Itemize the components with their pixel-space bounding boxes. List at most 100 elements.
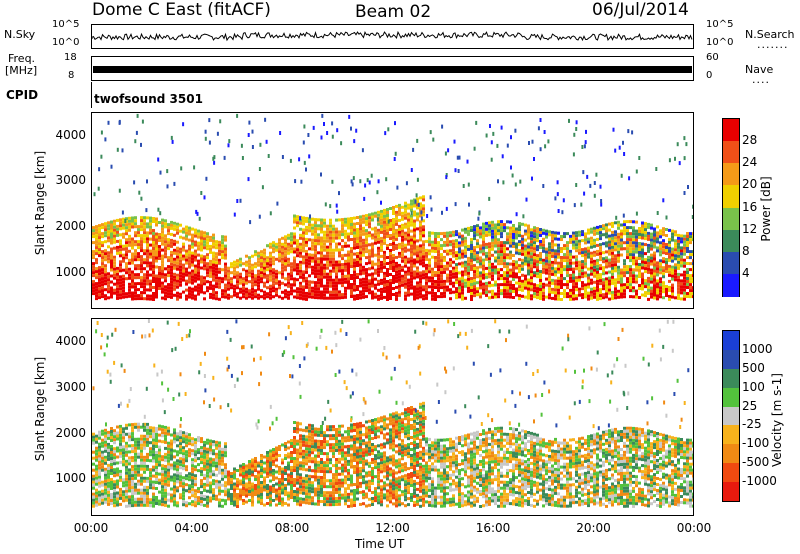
heatmap-cell [203, 234, 206, 238]
heatmap-cell [545, 232, 548, 236]
heatmap-cell [407, 224, 410, 228]
heatmap-cell [518, 249, 521, 253]
heatmap-cell [143, 422, 146, 426]
heatmap-cell [167, 453, 170, 457]
heatmap-cell [212, 233, 215, 237]
heatmap-cell [188, 490, 191, 494]
heatmap-cell [329, 254, 332, 258]
heatmap-speck [600, 202, 603, 207]
heatmap-cell [407, 221, 410, 225]
heatmap-cell [359, 242, 362, 246]
heatmap-cell [605, 295, 608, 299]
heatmap-cell [371, 296, 374, 300]
heatmap-cell [317, 224, 320, 228]
heatmap-cell [254, 295, 257, 299]
heatmap-cell [209, 271, 212, 275]
heatmap-cell [527, 269, 530, 273]
heatmap-cell [278, 247, 281, 251]
heatmap-cell [665, 258, 668, 261]
heatmap-cell [299, 227, 302, 231]
heatmap-cell [185, 237, 188, 241]
heatmap-cell [146, 485, 149, 489]
heatmap-cell [464, 266, 467, 270]
heatmap-cell [242, 286, 245, 290]
y-tick-label: 2000 [55, 219, 86, 233]
heatmap-cell [305, 240, 308, 244]
heatmap-cell [191, 449, 194, 453]
heatmap-cell [365, 238, 368, 242]
heatmap-cell [602, 296, 605, 300]
heatmap-cell [161, 500, 164, 504]
heatmap-cell [425, 284, 428, 288]
heatmap-cell [116, 455, 119, 459]
heatmap-cell [482, 249, 485, 253]
heatmap-cell [572, 270, 575, 274]
heatmap-cell [95, 458, 98, 462]
heatmap-cell [356, 222, 359, 225]
heatmap-cell [296, 218, 299, 222]
heatmap-cell [608, 285, 611, 289]
heatmap-cell [377, 231, 380, 235]
heatmap-cell [533, 244, 536, 248]
heatmap-cell [113, 453, 116, 457]
heatmap-speck [203, 195, 206, 200]
heatmap-cell [209, 286, 212, 290]
heatmap-cell [215, 270, 218, 274]
heatmap-cell [410, 259, 413, 263]
heatmap-cell [596, 285, 599, 289]
heatmap-cell [140, 219, 143, 223]
heatmap-cell [128, 495, 131, 499]
heatmap-cell [632, 229, 635, 233]
heatmap-cell [101, 480, 104, 484]
heatmap-cell [335, 236, 338, 240]
heatmap-cell [476, 245, 479, 249]
heatmap-cell [461, 252, 464, 256]
heatmap-cell [494, 271, 497, 275]
heatmap-cell [95, 276, 98, 280]
heatmap-cell [635, 220, 638, 224]
heatmap-cell [332, 260, 335, 264]
heatmap-cell [692, 277, 693, 281]
heatmap-cell [422, 252, 425, 256]
heatmap-cell [179, 295, 182, 299]
heatmap-cell [302, 219, 305, 223]
heatmap-cell [380, 287, 383, 291]
heatmap-cell [473, 273, 476, 277]
heatmap-cell [203, 485, 206, 489]
heatmap-cell [506, 283, 509, 287]
heatmap-cell [344, 259, 347, 263]
heatmap-cell [176, 258, 179, 262]
heatmap-cell [680, 261, 683, 265]
heatmap-cell [380, 215, 383, 219]
heatmap-cell [383, 220, 386, 224]
heatmap-cell [542, 231, 545, 235]
heatmap-speck [674, 156, 676, 161]
heatmap-cell [320, 236, 323, 240]
heatmap-cell [134, 225, 137, 229]
heatmap-cell [329, 251, 332, 255]
heatmap-cell [647, 285, 650, 289]
heatmap-cell [182, 449, 185, 453]
heatmap-speck [136, 113, 139, 118]
heatmap-cell [653, 296, 656, 300]
heatmap-cell [101, 277, 104, 281]
heatmap-cell [128, 228, 131, 232]
heatmap-cell [101, 283, 104, 287]
heatmap-speck [146, 179, 148, 184]
heatmap-cell [350, 217, 353, 220]
heatmap-cell [185, 459, 188, 463]
heatmap-cell [434, 232, 437, 235]
heatmap-cell [92, 495, 95, 499]
heatmap-cell [593, 280, 596, 284]
heatmap-cell [272, 268, 275, 272]
heatmap-cell [545, 256, 548, 260]
heatmap-cell [461, 294, 464, 298]
heatmap-cell [215, 294, 218, 298]
heatmap-cell [173, 242, 176, 246]
heatmap-cell [140, 249, 143, 253]
heatmap-cell [296, 287, 299, 291]
heatmap-cell [587, 252, 590, 256]
heatmap-cell [188, 274, 191, 278]
heatmap-cell [197, 229, 200, 233]
heatmap-speck [572, 152, 575, 157]
